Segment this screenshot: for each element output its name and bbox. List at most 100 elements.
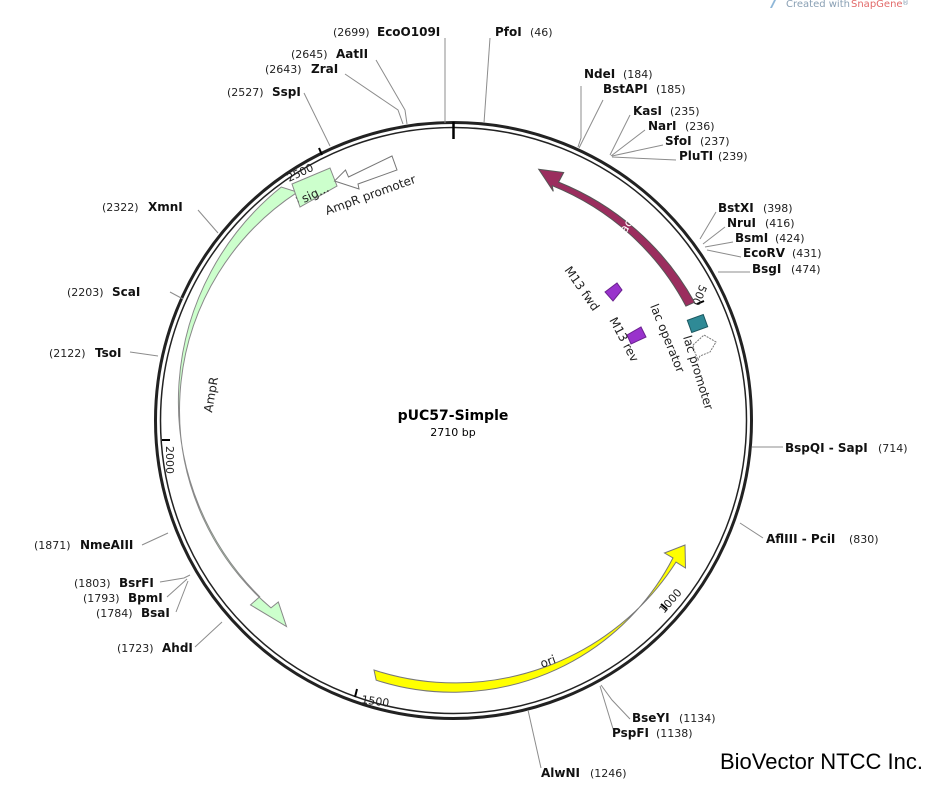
site-name: BsgI: [752, 262, 781, 276]
site-position: (1246): [590, 767, 627, 780]
site-SspI[interactable]: (2527) SspI: [227, 85, 301, 99]
site-name: BsmI: [735, 231, 768, 245]
site-position: (1723): [117, 642, 154, 655]
site-name: BsaI: [141, 606, 170, 620]
site-XmnI[interactable]: (2322) XmnI: [102, 200, 183, 214]
site-name: ScaI: [112, 285, 140, 299]
site-PluTI[interactable]: PluTI (239): [679, 149, 748, 163]
site-name: NdeI: [584, 67, 615, 81]
site-BsmI[interactable]: BsmI (424): [735, 231, 805, 245]
site-position: (416): [765, 217, 795, 230]
site-position: (474): [791, 263, 821, 276]
site-position: (830): [849, 533, 879, 546]
site-position: (2645): [291, 48, 328, 61]
site-position: (714): [878, 442, 908, 455]
feature-ori[interactable]: ori: [373, 544, 687, 693]
site-position: (1134): [679, 712, 716, 725]
site-name: TsoI: [95, 346, 121, 360]
site-TsoI[interactable]: (2122) TsoI: [49, 346, 121, 360]
site-BsaI[interactable]: (1784) BsaI: [96, 606, 170, 620]
site-NmeAIII[interactable]: (1871) NmeAIII: [34, 538, 133, 552]
plasmid-name: pUC57-Simple: [398, 408, 509, 424]
site-NruI[interactable]: NruI (416): [727, 216, 795, 230]
brand-watermark: BioVector NTCC Inc.: [720, 749, 923, 774]
site-name: AatII: [336, 47, 368, 61]
site-EcoRV[interactable]: EcoRV (431): [743, 246, 822, 260]
site-position: (2122): [49, 347, 86, 360]
site-position: (1871): [34, 539, 71, 552]
site-name: AhdI: [162, 641, 193, 655]
site-position: (184): [623, 68, 653, 81]
site-name: ZraI: [311, 62, 338, 76]
site-position: (2322): [102, 201, 139, 214]
site-BsgI[interactable]: BsgI (474): [752, 262, 821, 276]
site-name: NmeAIII: [80, 538, 133, 552]
site-name: EcoO109I: [377, 25, 440, 39]
ruler-tick-1500: 1500: [354, 688, 390, 710]
site-name: NarI: [648, 119, 677, 133]
site-position: (185): [656, 83, 686, 96]
site-BstAPI[interactable]: BstAPI (185): [603, 82, 686, 96]
site-ScaI[interactable]: (2203) ScaI: [67, 285, 140, 299]
created-with-text: Created with: [786, 0, 850, 10]
tick-label-2000: 2000: [163, 446, 176, 474]
feature-lac-promoter[interactable]: lac promoter: [680, 334, 717, 412]
feature-M13-fwd[interactable]: M13 fwd: [562, 264, 623, 314]
site-position: (2699): [333, 26, 370, 39]
site-name: BspQI - SapI: [785, 441, 868, 455]
site-name: BseYI: [632, 711, 670, 725]
site-name: XmnI: [148, 200, 183, 214]
snapgene-logo-icon: [770, 0, 776, 8]
site-name: BpmI: [128, 591, 163, 605]
site-position: (236): [685, 120, 715, 133]
ori-label: ori: [538, 652, 557, 670]
site-position: (431): [792, 247, 822, 260]
feature-M13-rev[interactable]: M13 rev: [606, 315, 647, 364]
AmpR-label: AmpR: [201, 376, 221, 414]
site-name: BstAPI: [603, 82, 648, 96]
snapgene-credit: Created with SnapGene ®: [770, 0, 909, 10]
site-position: (46): [530, 26, 553, 39]
site-position: (2643): [265, 63, 302, 76]
site-name: BstXI: [718, 201, 754, 215]
site-PfoI[interactable]: PfoI (46): [495, 25, 553, 39]
site-name: EcoRV: [743, 246, 786, 260]
site-leader-lines: [129, 37, 783, 769]
site-position: (398): [763, 202, 793, 215]
site-AlwNI[interactable]: AlwNI (1246): [541, 766, 627, 780]
site-position: (1793): [83, 592, 120, 605]
site-position: (239): [718, 150, 748, 163]
snapgene-name: SnapGene: [851, 0, 903, 10]
ruler-tick-2000: 2000: [162, 439, 176, 474]
site-KasI[interactable]: KasI (235): [633, 104, 700, 118]
site-BspQI-SapI[interactable]: BspQI - SapI (714): [785, 441, 908, 455]
site-NarI[interactable]: NarI (236): [648, 119, 715, 133]
feature-AmpR-promoter[interactable]: AmpR promoter: [323, 155, 418, 218]
site-PspFI[interactable]: PspFI (1138): [612, 726, 693, 740]
site-SfoI[interactable]: SfoI (237): [665, 134, 730, 148]
site-name: PfoI: [495, 25, 522, 39]
site-name: KasI: [633, 104, 662, 118]
site-position: (1784): [96, 607, 133, 620]
site-name: SfoI: [665, 134, 692, 148]
site-position: (1803): [74, 577, 111, 590]
site-AatII[interactable]: (2645) AatII: [291, 47, 368, 61]
plasmid-length: 2710 bp: [430, 426, 475, 439]
site-BsrFI[interactable]: (1803) BsrFI: [74, 576, 154, 590]
site-name: BsrFI: [119, 576, 154, 590]
site-AflIII-PciI[interactable]: AflIII - PciI (830): [766, 532, 879, 546]
site-name: NruI: [727, 216, 756, 230]
site-EcoO109I[interactable]: (2699) EcoO109I: [333, 25, 440, 39]
site-BstXI[interactable]: BstXI (398): [718, 201, 793, 215]
site-ZraI[interactable]: (2643) ZraI: [265, 62, 338, 76]
site-position: (237): [700, 135, 730, 148]
feature-AmpR[interactable]: AmpR: [177, 186, 299, 628]
site-BseYI[interactable]: BseYI (1134): [632, 711, 716, 725]
site-BpmI[interactable]: (1793) BpmI: [83, 591, 163, 605]
site-AhdI[interactable]: (1723) AhdI: [117, 641, 193, 655]
site-name: PluTI: [679, 149, 713, 163]
site-NdeI[interactable]: NdeI (184): [584, 67, 653, 81]
site-position: (2527): [227, 86, 264, 99]
site-position: (424): [775, 232, 805, 245]
